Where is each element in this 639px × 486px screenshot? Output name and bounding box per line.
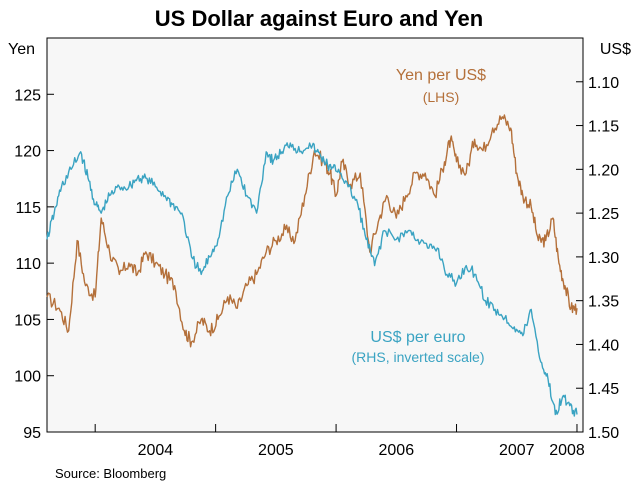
series-sublabel-yen: (LHS)	[423, 89, 460, 105]
x-tick-label: 2006	[379, 442, 415, 459]
right-tick-label: 1.20	[588, 162, 619, 179]
series-sublabel-euro: (RHS, inverted scale)	[351, 349, 484, 365]
right-tick-label: 1.15	[588, 119, 619, 136]
left-tick-label: 100	[14, 369, 41, 386]
left-tick-label: 120	[14, 144, 41, 161]
right-axis: 1.10 1.15 1.20 1.25 1.30 1.35 1.40 1.45 1.50	[576, 75, 619, 442]
series-layer	[46, 114, 578, 417]
left-tick-label: 95	[23, 425, 41, 442]
right-tick-label: 1.40	[588, 337, 619, 354]
right-tick-label: 1.30	[588, 250, 619, 267]
plot-area	[46, 37, 584, 433]
right-tick-label: 1.35	[588, 294, 619, 311]
right-tick-label: 1.45	[588, 381, 619, 398]
series-line-yen	[46, 114, 578, 348]
right-tick-label: 1.50	[588, 425, 619, 442]
left-axis-unit: Yen	[8, 41, 35, 58]
left-tick-label: 115	[15, 200, 41, 217]
x-tick-label: 2005	[258, 442, 294, 459]
series-label-euro: US$ per euro	[370, 329, 465, 346]
chart-title: US Dollar against Euro and Yen	[155, 6, 483, 31]
series-label-yen: Yen per US$	[396, 67, 486, 84]
right-axis-unit: US$	[600, 41, 631, 58]
right-tick-label: 1.25	[588, 206, 619, 223]
right-tick-label: 1.10	[588, 75, 619, 92]
x-tick-label: 2008	[549, 442, 585, 459]
series-labels: Yen per US$ (LHS) US$ per euro (RHS, inv…	[351, 67, 486, 365]
x-tick-label: 2007	[499, 442, 535, 459]
left-axis: 95 100 105 110 115 120 125	[14, 87, 54, 442]
x-axis: 2004 2005 2006 2007 2008	[94, 424, 585, 459]
series-line-euro	[46, 142, 578, 417]
source-note: Source: Bloomberg	[55, 466, 166, 481]
left-tick-label: 105	[14, 312, 41, 329]
left-tick-label: 125	[14, 87, 41, 104]
left-tick-label: 110	[15, 256, 41, 273]
x-tick-label: 2004	[138, 442, 174, 459]
